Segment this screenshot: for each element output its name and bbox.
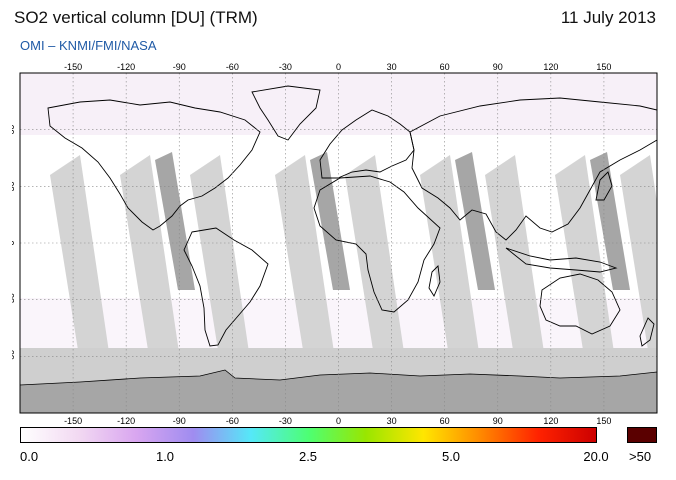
- colorbar-tick-label: 2.5: [298, 449, 318, 464]
- lon-tick-label-bottom: -90: [173, 416, 186, 426]
- lon-tick-label-top: -90: [173, 62, 186, 72]
- indonesia-outline: [505, 247, 618, 273]
- lon-tick-label-top: -120: [117, 62, 135, 72]
- swath-light: [275, 155, 341, 400]
- swath-light: [485, 155, 551, 400]
- colorbar-overflow-swatch: [627, 427, 657, 443]
- arctic-noise-band: [20, 73, 657, 135]
- africa-outline: [313, 175, 441, 313]
- lon-tick-label-bottom: 120: [543, 416, 558, 426]
- lon-tick-label-bottom: 0: [336, 416, 341, 426]
- lon-tick-label-top: -150: [64, 62, 82, 72]
- lat-tick-label-left: -60: [12, 350, 16, 363]
- lon-tick-label-bottom: -150: [64, 416, 82, 426]
- swath-light: [345, 155, 411, 400]
- greenland-outline: [251, 85, 321, 141]
- graticule: [20, 73, 657, 413]
- map-date: 11 July 2013: [560, 8, 656, 27]
- swath-light: [50, 155, 116, 400]
- lon-tick-label-bottom: 150: [596, 416, 611, 426]
- asia-outline: [409, 97, 657, 241]
- data-source-credit: OMI – KNMI/FMI/NASA: [20, 38, 157, 53]
- colorbar: [20, 427, 597, 443]
- south-america-outline: [183, 227, 269, 347]
- lat-tick-label-left: 30: [12, 181, 16, 191]
- australia-outline: [539, 273, 621, 335]
- lon-tick-label-top: 30: [387, 62, 397, 72]
- map-panel: -150 -150 -120 -120 -90 -90 -60 -60 -30 -30 0 0 30 30…: [6, 60, 673, 433]
- swath-light: [190, 155, 256, 400]
- new-zealand-outline: [639, 317, 655, 347]
- map-frame: [19, 72, 658, 414]
- colorbar-tick-label: 0.0: [20, 449, 39, 464]
- world-map: -150 -150 -120 -120 -90 -90 -60 -60 -30 -30 0 0 30 30…: [6, 62, 673, 426]
- lat-tick-label-left: 60: [12, 125, 16, 135]
- lon-tick-label-bottom: -120: [117, 416, 135, 426]
- swath-light: [555, 155, 621, 400]
- lon-tick-label-top: -60: [226, 62, 239, 72]
- lon-tick-label-bottom: 60: [440, 416, 450, 426]
- colorbar-tick-label: 1.0: [155, 449, 175, 464]
- lon-tick-label-bottom: -60: [226, 416, 239, 426]
- lat-tick-label-left: 0: [12, 240, 16, 245]
- japan-outline: [595, 171, 613, 201]
- swath-light: [620, 155, 657, 400]
- lon-tick-label-bottom: 30: [387, 416, 397, 426]
- lon-tick-label-bottom: 90: [493, 416, 503, 426]
- lon-tick-label-top: 120: [543, 62, 558, 72]
- lat-tick-label-left: -30: [12, 293, 16, 306]
- lon-tick-label-top: 90: [493, 62, 503, 72]
- lon-tick-label-top: -30: [279, 62, 292, 72]
- lon-tick-label-top: 0: [336, 62, 341, 72]
- colorbar-tick-label: 5.0: [441, 449, 461, 464]
- colorbar-tick-label: 20.0: [583, 449, 609, 464]
- north-america-outline: [47, 99, 261, 231]
- lon-tick-label-top: 150: [596, 62, 611, 72]
- lon-tick-label-bottom: -30: [279, 416, 292, 426]
- lon-tick-label-top: 60: [440, 62, 450, 72]
- colorbar-overflow-label: >50: [629, 449, 652, 464]
- madagascar-outline: [428, 265, 441, 297]
- swath-light: [420, 155, 486, 400]
- map-title: SO2 vertical column [DU] (TRM): [14, 8, 258, 27]
